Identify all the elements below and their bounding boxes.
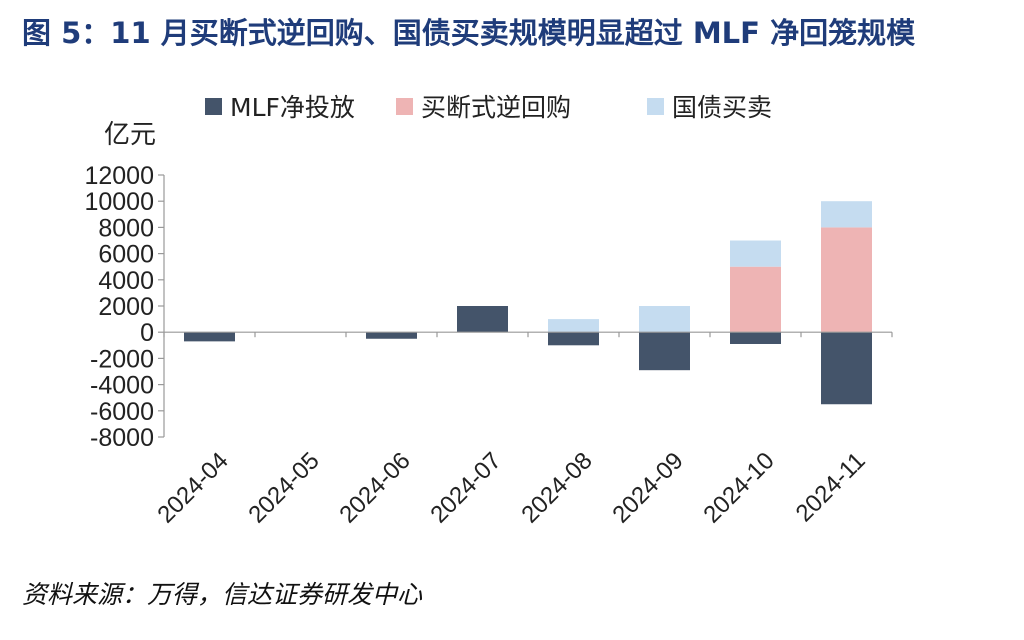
bar-segment <box>548 319 599 333</box>
x-category-label: 2024-11 <box>791 447 871 527</box>
bar-segment <box>639 332 690 371</box>
legend-label: 国债买卖 <box>672 93 772 122</box>
bar-segment <box>730 266 781 333</box>
x-category-label: 2024-10 <box>698 447 779 528</box>
legend-label: MLF净投放 <box>230 93 355 122</box>
legend-swatch <box>647 98 664 115</box>
bar-segment <box>730 332 781 344</box>
bar-segment <box>821 201 872 228</box>
y-tick-label: -8000 <box>90 424 154 452</box>
x-category-label: 2024-04 <box>152 447 233 528</box>
x-category-label: 2024-08 <box>516 447 597 528</box>
source-note: 资料来源：万得，信达证券研发中心 <box>22 580 423 609</box>
bars <box>184 201 872 405</box>
bar-segment <box>366 332 417 339</box>
y-tick-label: -4000 <box>90 372 154 400</box>
y-tick-label: 8000 <box>98 214 154 242</box>
y-tick-label: 0 <box>140 319 154 347</box>
bar-segment <box>821 227 872 333</box>
bar-segment <box>639 306 690 333</box>
y-tick-label: 12000 <box>84 162 154 190</box>
legend-swatch <box>205 98 222 115</box>
bar-segment <box>457 306 508 333</box>
x-axis: 2024-04 2024-05 2024-06 2024-07 2024-08 2024-… <box>152 331 893 529</box>
x-category-label: 2024-09 <box>607 447 688 528</box>
x-category-label: 2024-06 <box>334 447 415 528</box>
chart-legend: MLF净投放 买断式逆回购 国债买卖 <box>205 93 772 122</box>
y-tick-label: -2000 <box>90 345 154 373</box>
bar-segment <box>730 240 781 267</box>
y-tick-label: -6000 <box>90 398 154 426</box>
y-axis-unit: 亿元 <box>104 120 156 150</box>
stacked-bar-chart: MLF净投放 买断式逆回购 国债买卖 亿元 12000100008000600040… <box>84 93 893 529</box>
x-category-label: 2024-07 <box>425 447 506 528</box>
legend-swatch <box>396 98 413 115</box>
y-tick-label: 4000 <box>98 267 154 295</box>
x-category-label: 2024-05 <box>243 447 324 528</box>
bar-segment <box>548 332 599 346</box>
y-tick-label: 2000 <box>98 293 154 321</box>
legend-label: 买断式逆回购 <box>421 93 571 122</box>
y-tick-label: 6000 <box>98 241 154 269</box>
y-axis: 120001000080006000400020000-2000-4000-60… <box>84 162 165 452</box>
bar-segment <box>821 332 872 405</box>
y-tick-label: 10000 <box>84 188 154 216</box>
figure-title: 图 5：11 月买断式逆回购、国债买卖规模明显超过 MLF 净回笼规模 <box>22 16 916 50</box>
bar-segment <box>184 332 235 342</box>
